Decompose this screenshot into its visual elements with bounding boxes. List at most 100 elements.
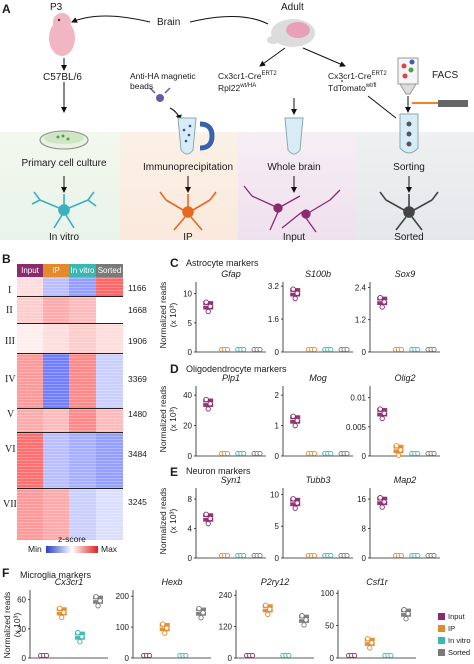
point-hexb-sorted xyxy=(200,609,206,616)
heatmap-cell xyxy=(96,322,123,354)
gene-title-sox9: Sox9 xyxy=(395,269,416,279)
point-s100b-input xyxy=(290,286,296,292)
point-plp1-in-vitro xyxy=(241,450,247,457)
y-tick-label-cx3cr1: 60 xyxy=(17,596,26,605)
label-facs: FACS xyxy=(432,70,459,81)
heatmap-cluster-divider xyxy=(17,487,123,489)
heatmap-cell xyxy=(17,295,43,323)
point-plp1-input xyxy=(203,396,209,403)
zscore-min: Min xyxy=(28,544,42,554)
point-olig2-ip xyxy=(393,443,400,449)
heatmap-cell xyxy=(43,431,69,488)
point-cx3cr1-ip xyxy=(61,609,67,616)
heatmap-header-in-vitro: In vitro xyxy=(69,264,96,277)
point-syn1-ip xyxy=(224,552,231,559)
legend: Input IP In vitro Sorted xyxy=(438,612,474,662)
point-olig2-input xyxy=(381,410,387,416)
point-tubb3-input xyxy=(294,500,300,506)
point-hexb-sorted xyxy=(198,615,204,621)
point-p2ry12-sorted xyxy=(301,622,307,628)
point-sox9-input xyxy=(379,304,385,310)
y-tick-label-p2ry12: 0 xyxy=(228,654,233,663)
zscore-colorbar xyxy=(46,546,98,553)
heatmap-cell xyxy=(69,322,96,354)
point-tubb3-in-vitro xyxy=(328,552,334,559)
tube-sorted-icon xyxy=(399,113,419,154)
point-map2-sorted xyxy=(431,552,437,559)
zscore-title: z-score xyxy=(58,534,86,544)
heatmap-cluster-divider xyxy=(17,353,123,355)
cluster-label-ii: II xyxy=(6,305,13,316)
y-tick-label-mog: 0 xyxy=(275,452,280,461)
point-map2-ip xyxy=(398,552,405,559)
mouse-pup-icon xyxy=(49,13,75,56)
y-tick-label-mog: 2 xyxy=(275,391,280,400)
y-tick-label-tubb3: 5 xyxy=(275,522,280,531)
point-csf1r-ip xyxy=(369,640,375,646)
legend-item-input: Input xyxy=(438,612,465,621)
y-tick-label-csf1r: 50 xyxy=(325,622,334,631)
legend-item-ip: IP xyxy=(438,624,455,633)
y-tick-label-sox9: 1.2 xyxy=(355,316,367,325)
point-syn1-input xyxy=(205,521,211,527)
point-plp1-input xyxy=(207,401,213,407)
y-tick-label-olig2: 0.005 xyxy=(346,423,367,432)
heatmap-header-input: Input xyxy=(17,264,43,277)
step-whole-brain: Whole brain xyxy=(267,162,321,173)
heatmap-cell xyxy=(96,295,123,323)
magnet-icon xyxy=(199,121,215,151)
y-tick-label-s100b: 1.6 xyxy=(268,315,280,324)
point-p2ry12-ip xyxy=(267,606,273,612)
point-p2ry12-ip xyxy=(263,602,269,608)
heatmap-cell xyxy=(17,407,43,432)
cluster-label-vii: VII xyxy=(3,499,17,510)
heatmap-cell xyxy=(43,353,69,408)
y-tick-label-syn1: 4 xyxy=(188,525,193,534)
point-csf1r-sorted xyxy=(405,611,411,617)
point-plp1-input xyxy=(205,406,211,412)
heatmap-header-sorted: Sorted xyxy=(96,264,123,277)
point-s100b-sorted xyxy=(344,346,350,353)
facs-funnel-icon xyxy=(397,57,419,95)
point-gfap-input xyxy=(203,299,209,305)
gene-title-plp1: Plp1 xyxy=(222,373,240,383)
y-tick-label-map2: 8 xyxy=(362,525,367,534)
heatmap-cell xyxy=(96,353,123,408)
outcome-ip: IP xyxy=(183,232,193,243)
point-map2-input xyxy=(381,499,387,505)
point-p2ry12-sorted xyxy=(299,613,305,619)
label-adult: Adult xyxy=(281,2,304,13)
point-csf1r-ip xyxy=(367,645,373,651)
y-tick-label-hexb: 0 xyxy=(125,654,130,663)
adult-mouse-icon xyxy=(267,19,315,47)
point-sox9-sorted xyxy=(431,346,437,353)
point-mog-sorted xyxy=(344,450,350,457)
band-in-vitro xyxy=(0,132,120,240)
point-mog-input xyxy=(294,417,300,424)
label-line1-cre: Cx3cr1-CreERT2 xyxy=(218,70,277,81)
point-olig2-in-vitro xyxy=(415,450,421,457)
heatmap-cell xyxy=(69,407,96,432)
y-tick-label-cx3cr1: 30 xyxy=(17,625,26,634)
band-ip xyxy=(120,132,238,240)
gene-title-map2: Map2 xyxy=(394,475,417,485)
legend-item-sorted: Sorted xyxy=(438,648,470,657)
point-mog-ip xyxy=(311,450,318,457)
point-tubb3-input xyxy=(290,496,296,502)
point-mog-input xyxy=(290,413,296,419)
y-tick-label-sox9: 2.4 xyxy=(355,283,367,292)
heatmap-cell xyxy=(96,407,123,432)
point-sox9-ip xyxy=(398,346,405,353)
point-p2ry12-sorted xyxy=(303,617,309,623)
legend-item-in-vitro: In vitro xyxy=(438,636,471,645)
label-antibody-line2: beads xyxy=(130,81,154,91)
point-csf1r-ip xyxy=(365,636,371,642)
heatmap-cell xyxy=(69,487,96,540)
label-p3: P3 xyxy=(50,2,63,13)
point-hexb-in-vitro xyxy=(183,652,189,659)
heatmap-cell xyxy=(43,487,69,540)
y-tick-label-plp1: 40 xyxy=(183,391,192,400)
y-tick-label-p2ry12: 240 xyxy=(219,591,233,600)
gene-title-cx3cr1: Cx3cr1 xyxy=(55,577,84,587)
heatmap-cell xyxy=(43,277,69,296)
